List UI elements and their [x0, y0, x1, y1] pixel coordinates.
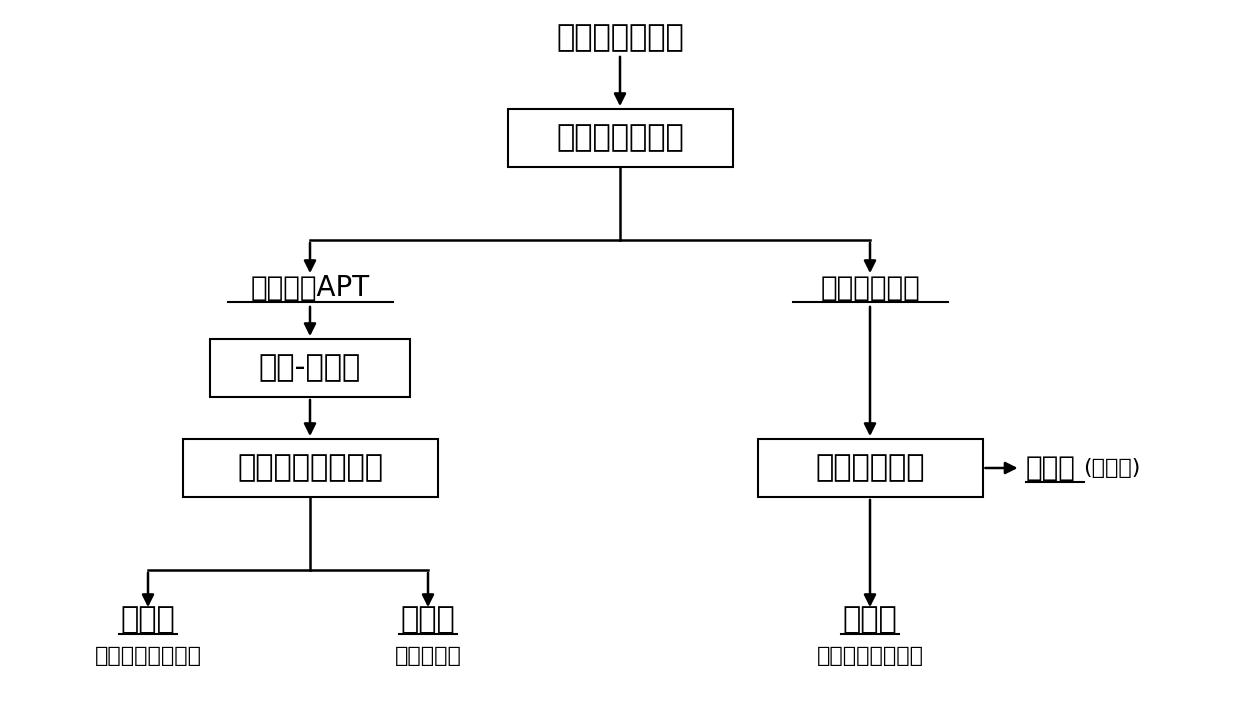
FancyBboxPatch shape [507, 109, 733, 167]
Text: 氨溶-硫代化: 氨溶-硫代化 [259, 353, 361, 382]
Text: 富钼结晶母液: 富钼结晶母液 [820, 274, 920, 302]
Text: 萃取深度除钨: 萃取深度除钨 [815, 453, 925, 482]
FancyBboxPatch shape [758, 439, 982, 497]
Text: （纯钼酸铵溶液）: （纯钼酸铵溶液） [816, 646, 924, 666]
Text: 蒸发结晶粗分离: 蒸发结晶粗分离 [556, 123, 684, 153]
Text: (回收钨): (回收钨) [1084, 458, 1141, 478]
Text: （回收钼）: （回收钼） [394, 646, 461, 666]
Text: 高钼钨酸铵溶液: 高钼钨酸铵溶液 [556, 23, 684, 53]
Text: 交后液: 交后液 [120, 605, 175, 634]
Text: 反萃液: 反萃液 [1025, 454, 1075, 482]
Text: 贫钼粗制APT: 贫钼粗制APT [250, 274, 370, 302]
Text: （纯钨酸铵溶液）: （纯钨酸铵溶液） [94, 646, 201, 666]
Text: 萃余液: 萃余液 [843, 605, 898, 634]
Text: 解吸液: 解吸液 [401, 605, 455, 634]
FancyBboxPatch shape [182, 439, 438, 497]
FancyBboxPatch shape [210, 339, 410, 397]
Text: 离子交换深度除钼: 离子交换深度除钼 [237, 453, 383, 482]
